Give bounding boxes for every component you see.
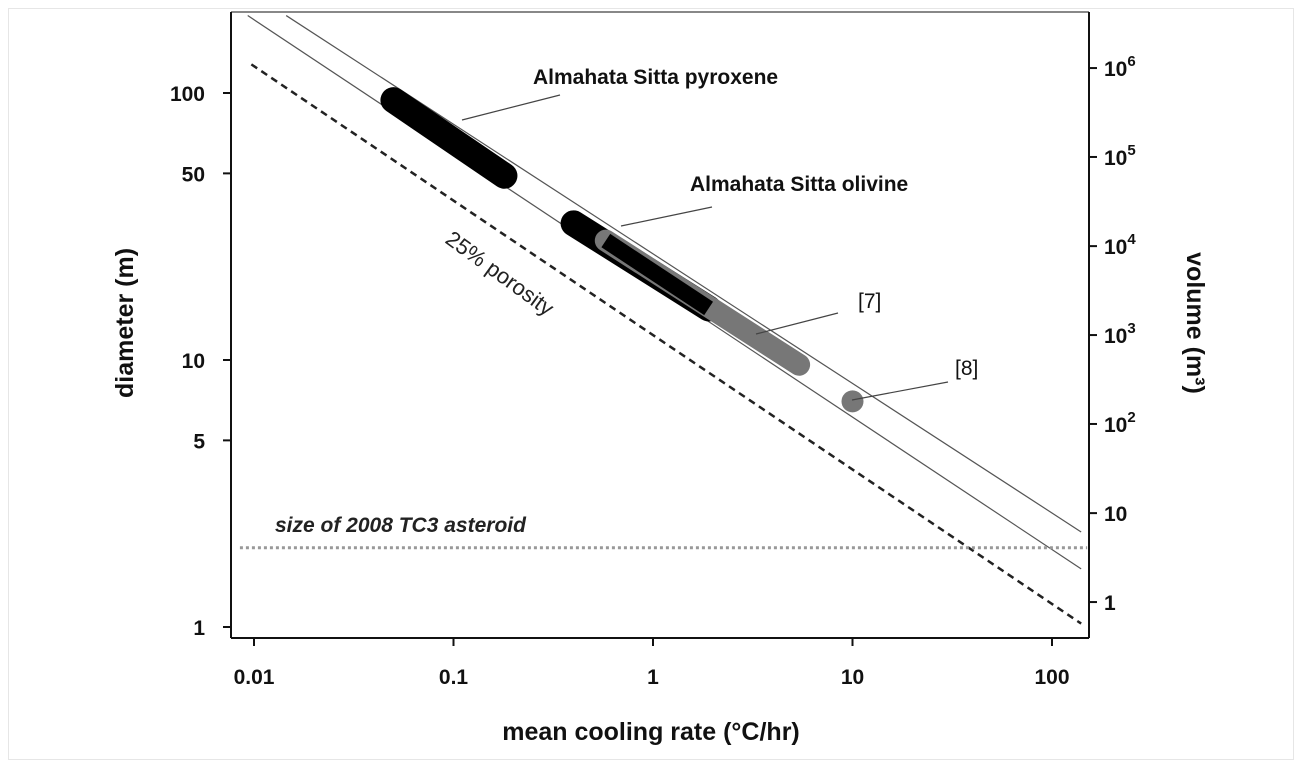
pyroxene-range [380,87,518,189]
y-axis-title: diameter (m) [111,248,139,398]
pyroxene-leader [461,94,561,121]
y2-tick-label: 10 [1104,503,1127,526]
x-tick-label: 10 [841,666,864,689]
leader-lines [461,94,949,401]
plot-area [230,11,1090,639]
y2-tick-label: 102 [1104,409,1136,437]
porosity-line [250,63,1082,625]
y2-tick-label: 103 [1104,320,1136,348]
y-tick-label: 50 [182,163,205,186]
olivine-leader [620,206,713,227]
x-tick-label: 0.1 [439,666,469,689]
figure-frame [8,8,1294,760]
x-tick-label: 0.01 [234,666,275,689]
olivine-overlap-range [601,233,714,316]
axis-ticks: 0.01 0.1 1 10 100 1 5 10 50 100 1 10 102 103 104 105 106 [170,53,1136,689]
range-bars [380,87,864,413]
y-tick-label: 100 [170,83,205,106]
x-axis-title: mean cooling rate (°C/hr) [502,718,800,746]
y-tick-label: 10 [182,350,205,373]
y2-tick-label: 104 [1104,231,1136,259]
olivine-label: Almahata Sitta olivine [690,173,908,196]
pyroxene-label: Almahata Sitta pyroxene [533,66,778,89]
x-tick-label: 1 [647,666,659,689]
ref-8-point [841,390,864,413]
ref-8-leader [851,381,949,401]
ref-7-label: [7] [858,290,881,313]
y-tick-label: 5 [193,430,205,453]
porosity-label: 25% porosity [441,226,559,321]
y2-tick-label: 105 [1104,142,1136,170]
y-tick-label: 1 [193,617,205,640]
upper-line [285,15,1082,533]
ref-7-leader [755,312,839,335]
y2-tick-label: 1 [1104,592,1116,615]
y2-axis-title: volume (m³) [1181,252,1209,394]
ref-8-label: [8] [955,357,978,380]
y2-tick-label: 106 [1104,53,1136,81]
x-tick-label: 100 [1034,666,1069,689]
tc3-size-label: size of 2008 TC3 asteroid [275,514,527,537]
